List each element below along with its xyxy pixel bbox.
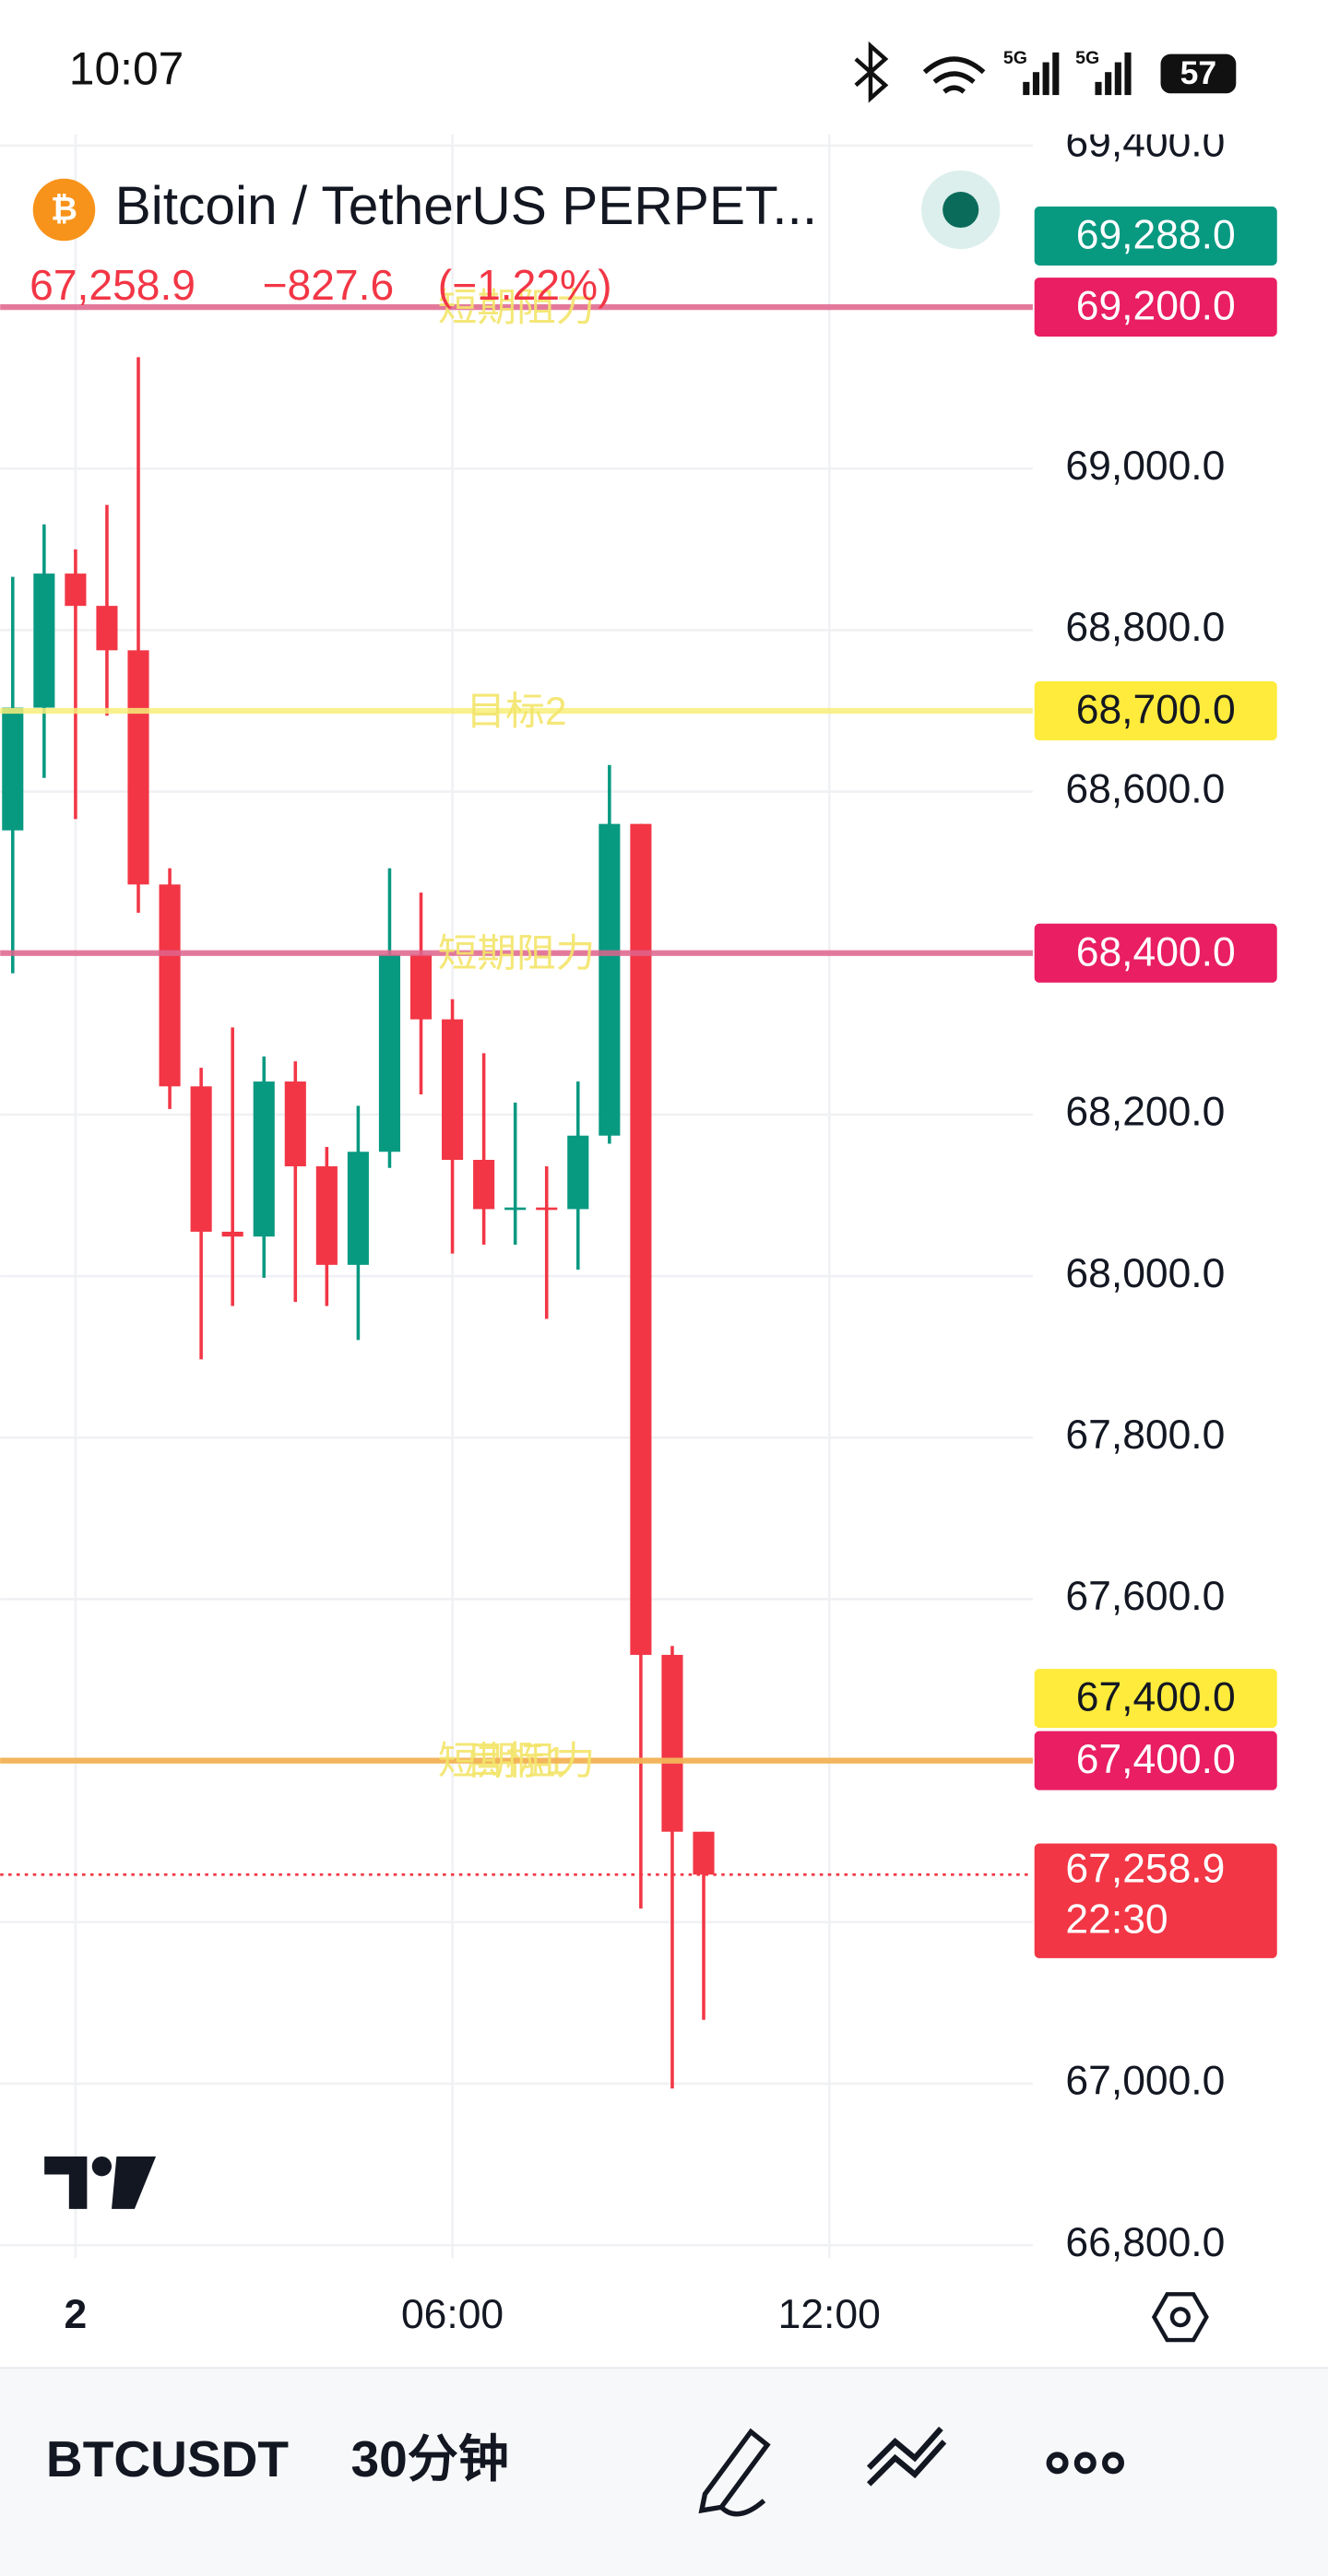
y-tick-label: 68,200.0 <box>1065 1090 1225 1135</box>
candle-body <box>190 1086 212 1232</box>
x-tick-label: 12:00 <box>778 2292 881 2337</box>
chart: 66,800.067,000.067,200.067,400.067,600.0… <box>0 121 1277 2337</box>
candle-body <box>599 823 621 1136</box>
price-line-tag <box>1034 923 1277 983</box>
candle-body <box>253 1081 275 1237</box>
price-line-tag-label: 67,400.0 <box>1076 1675 1236 1720</box>
price-marker-tag <box>1034 207 1277 266</box>
y-tick-label: 66,800.0 <box>1065 2220 1225 2265</box>
coin-icon <box>32 178 96 242</box>
candle-body <box>378 954 401 1152</box>
current-price-tag <box>1034 1843 1277 1958</box>
y-tick-label: 67,000.0 <box>1065 2059 1225 2104</box>
candle-body <box>315 1166 338 1265</box>
symbol-title: Bitcoin / TetherUS PERPET... <box>115 176 818 236</box>
y-tick-label: 68,800.0 <box>1065 605 1225 650</box>
status-bar <box>0 0 1328 135</box>
price-change: −827.6 <box>263 261 395 309</box>
battery: 57 <box>1180 54 1217 91</box>
settings-button[interactable] <box>1151 2292 1209 2343</box>
price-line-name: 短期阻力 <box>438 286 596 330</box>
price-line-tag-label: 69,200.0 <box>1076 284 1236 329</box>
candle-body <box>284 1081 306 1167</box>
y-tick-label: 68,600.0 <box>1065 766 1225 811</box>
tradingview-logo <box>44 2156 157 2209</box>
y-tick-label: 67,600.0 <box>1065 1574 1225 1619</box>
candle-body <box>661 1654 683 1832</box>
settings-icon-dot <box>1169 2307 1191 2328</box>
candle-body <box>504 1207 527 1211</box>
price-line-name: 目标2 <box>467 690 567 734</box>
candle-body <box>96 606 118 651</box>
price-line-tag <box>1034 278 1277 337</box>
bottom-toolbar <box>0 2368 1328 2576</box>
svg-text:5G: 5G <box>1075 48 1099 68</box>
candle-body <box>630 823 652 1655</box>
svg-text:5G: 5G <box>1003 48 1027 68</box>
candle-body <box>536 1207 558 1211</box>
price-line-tag-label: 68,400.0 <box>1076 929 1236 975</box>
price-line-tag <box>1034 1669 1277 1729</box>
draw-tool[interactable] <box>698 2428 771 2517</box>
y-tick-label: 69,000.0 <box>1065 443 1225 489</box>
indicator-tool[interactable] <box>866 2426 947 2487</box>
toolbar-symbol[interactable]: BTCUSDT <box>46 2430 289 2487</box>
candle-body <box>693 1831 715 1875</box>
more-menu[interactable] <box>1046 2452 1124 2475</box>
candle-body <box>159 884 181 1087</box>
y-tick-label: 67,800.0 <box>1065 1412 1225 1458</box>
symbol-header[interactable]: ₿ Bitcoin / TetherUS PERPET... <box>32 176 818 242</box>
price-change-pct: (−1.22%) <box>438 261 612 309</box>
price-line-name: 短期阻力 <box>438 932 596 976</box>
status-icons: 5G 5G <box>854 41 1237 103</box>
current-price-countdown: 22:30 <box>1065 1897 1168 1943</box>
price-line-tag-label: 67,400.0 <box>1076 1737 1236 1782</box>
market-status-dot <box>943 191 979 229</box>
x-tick-label: 2 <box>65 2292 88 2337</box>
y-tick-label: 68,000.0 <box>1065 1251 1225 1296</box>
candle-body <box>567 1135 589 1210</box>
candle-body <box>473 1160 495 1210</box>
price-line-tag <box>1034 681 1277 741</box>
coin-icon-glyph: ₿ <box>51 191 77 228</box>
clock: 10:07 <box>69 42 184 94</box>
candle-body <box>347 1152 369 1265</box>
candle-body <box>442 1019 464 1161</box>
price-line-name: 短期阻力 <box>438 1739 596 1783</box>
price-marker-label: 69,288.0 <box>1076 213 1236 258</box>
current-price-label: 67,258.9 <box>1065 1846 1225 1891</box>
candle-body <box>65 573 87 607</box>
x-tick-label: 06:00 <box>401 2292 504 2337</box>
last-price: 67,258.9 <box>30 261 196 309</box>
candle-body <box>221 1231 243 1237</box>
candle-body <box>409 954 433 1020</box>
candle-body <box>33 573 55 708</box>
candle-body <box>2 707 24 831</box>
toolbar-interval[interactable]: 30分钟 <box>351 2430 509 2487</box>
price-line-tag-label: 68,700.0 <box>1076 688 1236 733</box>
price-line-tag <box>1034 1731 1277 1790</box>
candle-body <box>127 650 149 885</box>
